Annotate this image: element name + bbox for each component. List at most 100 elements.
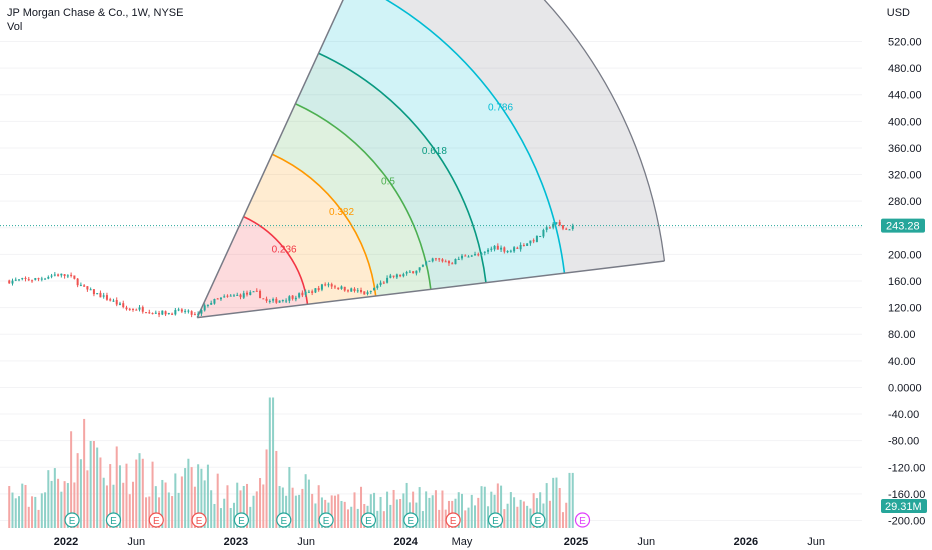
- y-tick-label: 520.00: [888, 37, 922, 49]
- x-tick-label: Jun: [127, 536, 145, 548]
- candle-body: [83, 285, 86, 287]
- earnings-label: E: [196, 516, 203, 527]
- candle-body: [438, 258, 441, 260]
- volume-bar: [27, 506, 30, 528]
- candle-body: [477, 254, 480, 256]
- earnings-marker[interactable]: E: [148, 512, 164, 528]
- volume-bar: [219, 508, 222, 528]
- volume-bar: [151, 461, 154, 528]
- candle-body: [314, 288, 317, 293]
- candle-body: [571, 225, 574, 229]
- earnings-label: E: [407, 516, 414, 527]
- earnings-marker[interactable]: E: [530, 512, 546, 528]
- volume-bar: [428, 497, 431, 528]
- candle-body: [500, 247, 503, 250]
- earnings-marker[interactable]: E: [360, 512, 377, 528]
- volume-bar: [79, 459, 82, 528]
- candle-body: [171, 313, 174, 315]
- candle-body: [226, 295, 229, 297]
- volume-bar: [177, 492, 180, 528]
- volume-bar: [561, 512, 564, 528]
- volume-bar: [138, 453, 141, 528]
- candle-body: [161, 310, 164, 315]
- volume-bar: [249, 506, 252, 528]
- volume-bar: [467, 507, 470, 528]
- earnings-marker[interactable]: E: [105, 512, 122, 528]
- volume-bar: [304, 474, 307, 528]
- volume-badge-bg: [881, 499, 927, 513]
- volume-bar: [66, 483, 69, 528]
- earnings-circle: [530, 512, 546, 528]
- fib-arc-0.786[interactable]: [352, 0, 566, 274]
- volume-bar: [496, 483, 499, 528]
- candle-body: [141, 307, 144, 312]
- volume-bar: [99, 457, 102, 528]
- earnings-marker[interactable]: E: [64, 512, 80, 528]
- currency-label[interactable]: USD: [886, 7, 910, 19]
- candle-body: [229, 295, 232, 297]
- earnings-marker[interactable]: E: [276, 512, 292, 528]
- volume-bar: [239, 490, 242, 528]
- fib-arc-1[interactable]: [394, 0, 666, 262]
- volume-bar: [246, 483, 249, 528]
- earnings-marker[interactable]: E: [487, 512, 504, 528]
- candle-body: [197, 313, 200, 315]
- candle-body: [246, 292, 249, 295]
- fib-top-ray[interactable]: [196, 0, 393, 318]
- volume-bar: [259, 478, 262, 528]
- fib-arc-0.236[interactable]: [243, 215, 309, 305]
- earnings-marker[interactable]: E: [403, 512, 419, 528]
- x-tick-label: Jun: [807, 536, 825, 548]
- volume-bar: [11, 492, 14, 528]
- candle-body: [454, 259, 457, 265]
- volume-bar: [379, 496, 382, 528]
- earnings-marker[interactable]: E: [191, 512, 207, 528]
- volume-bar: [558, 488, 561, 528]
- earnings-marker[interactable]: E: [233, 512, 250, 528]
- x-tick-label: Jun: [297, 536, 315, 548]
- fib-base-ray[interactable]: [197, 260, 665, 319]
- volume-bar: [89, 441, 92, 528]
- fib-arc-0.5[interactable]: [295, 103, 432, 290]
- candle-body: [373, 288, 376, 291]
- volume-bar: [392, 489, 395, 528]
- volume-indicator-label[interactable]: Vol: [7, 21, 23, 33]
- earnings-label: E: [365, 516, 372, 527]
- candle-body: [213, 298, 216, 304]
- candle-body: [50, 275, 53, 277]
- candle-body: [522, 245, 525, 247]
- price-axis[interactable]: 520.00 480.00 440.00 400.00 360.00 320.00 280.…: [862, 0, 932, 550]
- earnings-marker[interactable]: E: [445, 512, 461, 528]
- candle-body: [167, 313, 170, 315]
- y-tick-label: 480.00: [888, 63, 922, 75]
- candle-body: [252, 291, 255, 293]
- earnings-circle: [318, 512, 334, 528]
- time-axis[interactable]: 2022 Jun 2023 Jun 2024 May 2025 Jun 2026 Jun: [0, 532, 862, 550]
- candle-body: [109, 299, 112, 301]
- volume-bar: [197, 464, 200, 528]
- x-tick-label: 2025: [564, 536, 588, 548]
- candle-body: [457, 258, 460, 260]
- candle-body: [317, 288, 320, 291]
- volume-bar: [34, 496, 37, 528]
- volume-bar: [493, 494, 496, 528]
- volume-bar: [441, 490, 444, 528]
- volume-bar: [539, 492, 542, 528]
- earnings-circle: [487, 512, 504, 528]
- fib-arc-0.618[interactable]: [318, 52, 487, 283]
- volume-bar: [460, 493, 464, 528]
- fib-arc-0.382[interactable]: [271, 153, 377, 297]
- earnings-marker[interactable]: E: [574, 512, 591, 528]
- candle-body: [382, 282, 385, 284]
- candle-body: [73, 275, 76, 279]
- candle-body: [8, 280, 11, 284]
- candle-body: [399, 274, 402, 277]
- fib-speed-arcs[interactable]: 0.236 0.382 0.5 0.618 0.786: [196, 0, 666, 319]
- price-axis-bg: [862, 0, 932, 550]
- symbol-title[interactable]: JP Morgan Chase & Co., 1W, NYSE: [7, 7, 184, 19]
- candle-body: [425, 261, 428, 265]
- earnings-marker[interactable]: E: [318, 512, 334, 528]
- volume-bar: [272, 397, 275, 528]
